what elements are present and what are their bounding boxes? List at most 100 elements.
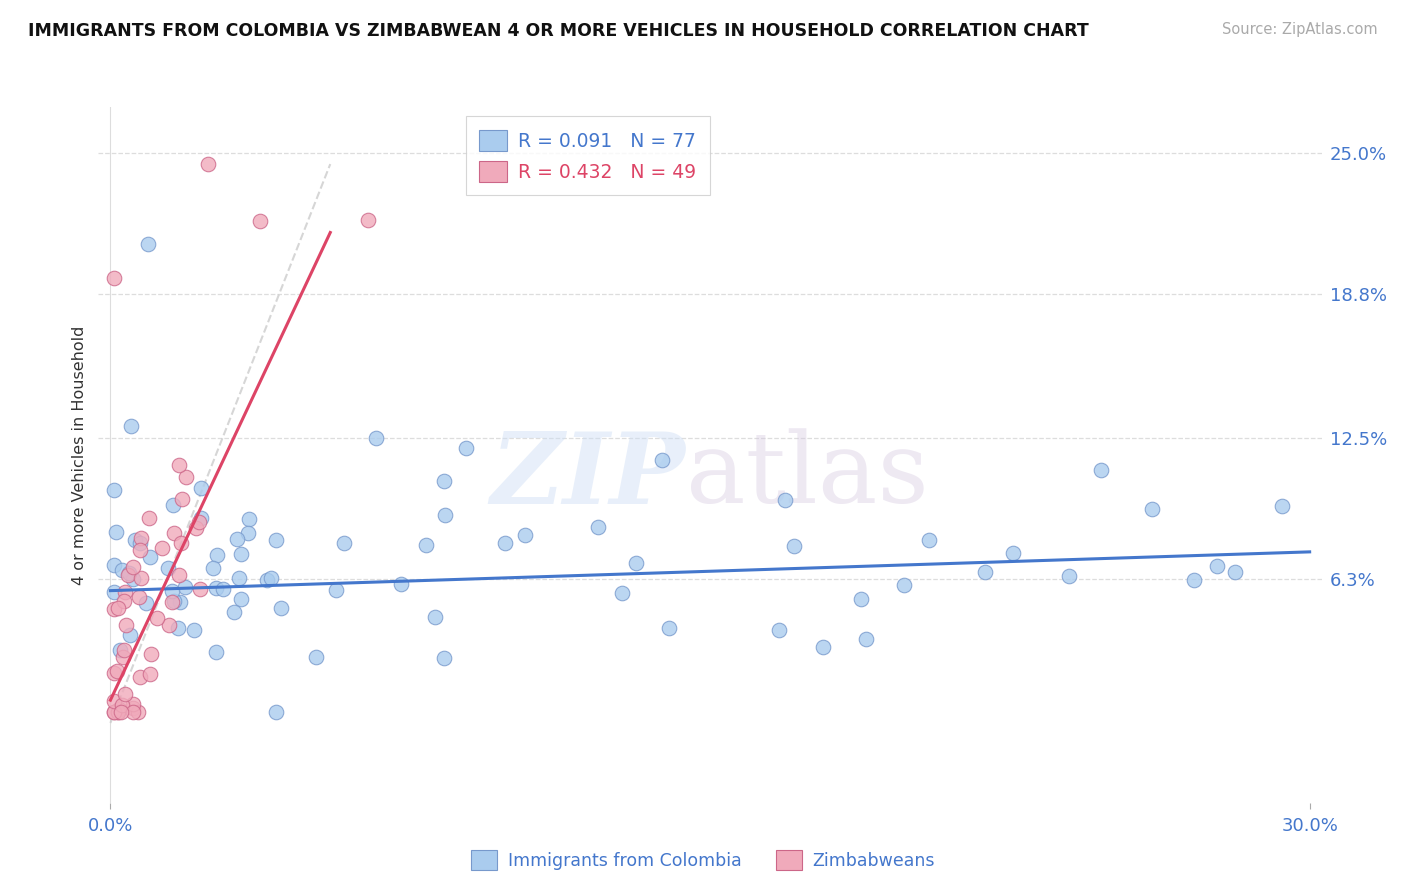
Point xyxy=(624,556,647,570)
Point xyxy=(103,705,125,719)
Point xyxy=(205,548,228,562)
Point xyxy=(129,543,152,558)
Point xyxy=(229,547,252,561)
Point xyxy=(333,536,356,550)
Point xyxy=(163,526,186,541)
Point xyxy=(454,441,477,455)
Point xyxy=(160,583,183,598)
Point xyxy=(124,533,146,548)
Point xyxy=(112,642,135,657)
Point xyxy=(162,498,184,512)
Point xyxy=(118,628,141,642)
Point xyxy=(849,591,872,606)
Point xyxy=(138,511,160,525)
Point xyxy=(197,157,219,171)
Legend: Immigrants from Colombia, Zimbabweans: Immigrants from Colombia, Zimbabweans xyxy=(463,841,943,879)
Point xyxy=(135,595,157,609)
Point xyxy=(651,452,673,467)
Point xyxy=(167,621,190,635)
Point xyxy=(103,694,125,708)
Point xyxy=(150,541,173,556)
Point xyxy=(768,623,790,637)
Point xyxy=(112,594,135,608)
Point xyxy=(128,670,150,684)
Point xyxy=(364,431,387,445)
Point xyxy=(325,582,347,597)
Point xyxy=(190,510,212,524)
Point xyxy=(157,560,180,574)
Point xyxy=(122,705,145,719)
Point xyxy=(117,567,139,582)
Point xyxy=(128,591,150,605)
Point xyxy=(129,536,152,550)
Point xyxy=(1142,502,1164,516)
Point xyxy=(783,539,806,553)
Point xyxy=(249,214,271,228)
Point xyxy=(389,577,412,591)
Point xyxy=(855,632,877,647)
Point xyxy=(110,643,132,657)
Point xyxy=(357,212,380,227)
Point xyxy=(228,571,250,585)
Point xyxy=(256,573,278,587)
Point xyxy=(118,566,141,580)
Point xyxy=(103,584,125,599)
Point xyxy=(205,581,228,595)
Point xyxy=(103,705,125,719)
Point xyxy=(212,582,235,597)
Point xyxy=(107,705,129,719)
Point xyxy=(1223,565,1246,579)
Point xyxy=(494,536,516,550)
Point xyxy=(127,705,149,719)
Point xyxy=(586,519,609,533)
Point xyxy=(169,595,191,609)
Point xyxy=(114,585,136,599)
Point xyxy=(103,271,125,285)
Point xyxy=(107,705,129,719)
Point xyxy=(186,521,208,535)
Point xyxy=(433,475,456,489)
Point xyxy=(105,665,128,679)
Point xyxy=(129,571,152,585)
Point xyxy=(167,568,190,582)
Point xyxy=(190,582,212,596)
Point xyxy=(231,592,253,607)
Point xyxy=(1206,559,1229,574)
Text: atlas: atlas xyxy=(686,428,928,524)
Point xyxy=(111,563,134,577)
Point xyxy=(433,650,456,665)
Point xyxy=(415,538,437,552)
Point xyxy=(103,483,125,497)
Point xyxy=(122,701,145,715)
Point xyxy=(120,419,142,434)
Point xyxy=(139,666,162,681)
Point xyxy=(266,705,288,719)
Point xyxy=(918,533,941,548)
Point xyxy=(1001,546,1024,560)
Point xyxy=(174,580,197,594)
Point xyxy=(170,491,193,506)
Point xyxy=(1271,499,1294,513)
Point xyxy=(114,687,136,701)
Point xyxy=(225,533,247,547)
Point xyxy=(205,645,228,659)
Point xyxy=(425,610,447,624)
Point xyxy=(114,618,136,632)
Point xyxy=(121,698,143,712)
Point xyxy=(236,525,259,540)
Point xyxy=(190,481,212,495)
Point xyxy=(162,594,184,608)
Point xyxy=(183,623,205,637)
Point xyxy=(111,650,134,665)
Point xyxy=(811,640,834,655)
Point xyxy=(138,236,160,251)
Point xyxy=(1182,573,1205,587)
Point xyxy=(658,621,681,635)
Point xyxy=(107,600,129,615)
Point xyxy=(157,618,180,632)
Point xyxy=(103,558,125,573)
Text: ZIP: ZIP xyxy=(491,427,686,524)
Point xyxy=(260,571,283,585)
Point xyxy=(122,572,145,586)
Point xyxy=(1090,463,1112,477)
